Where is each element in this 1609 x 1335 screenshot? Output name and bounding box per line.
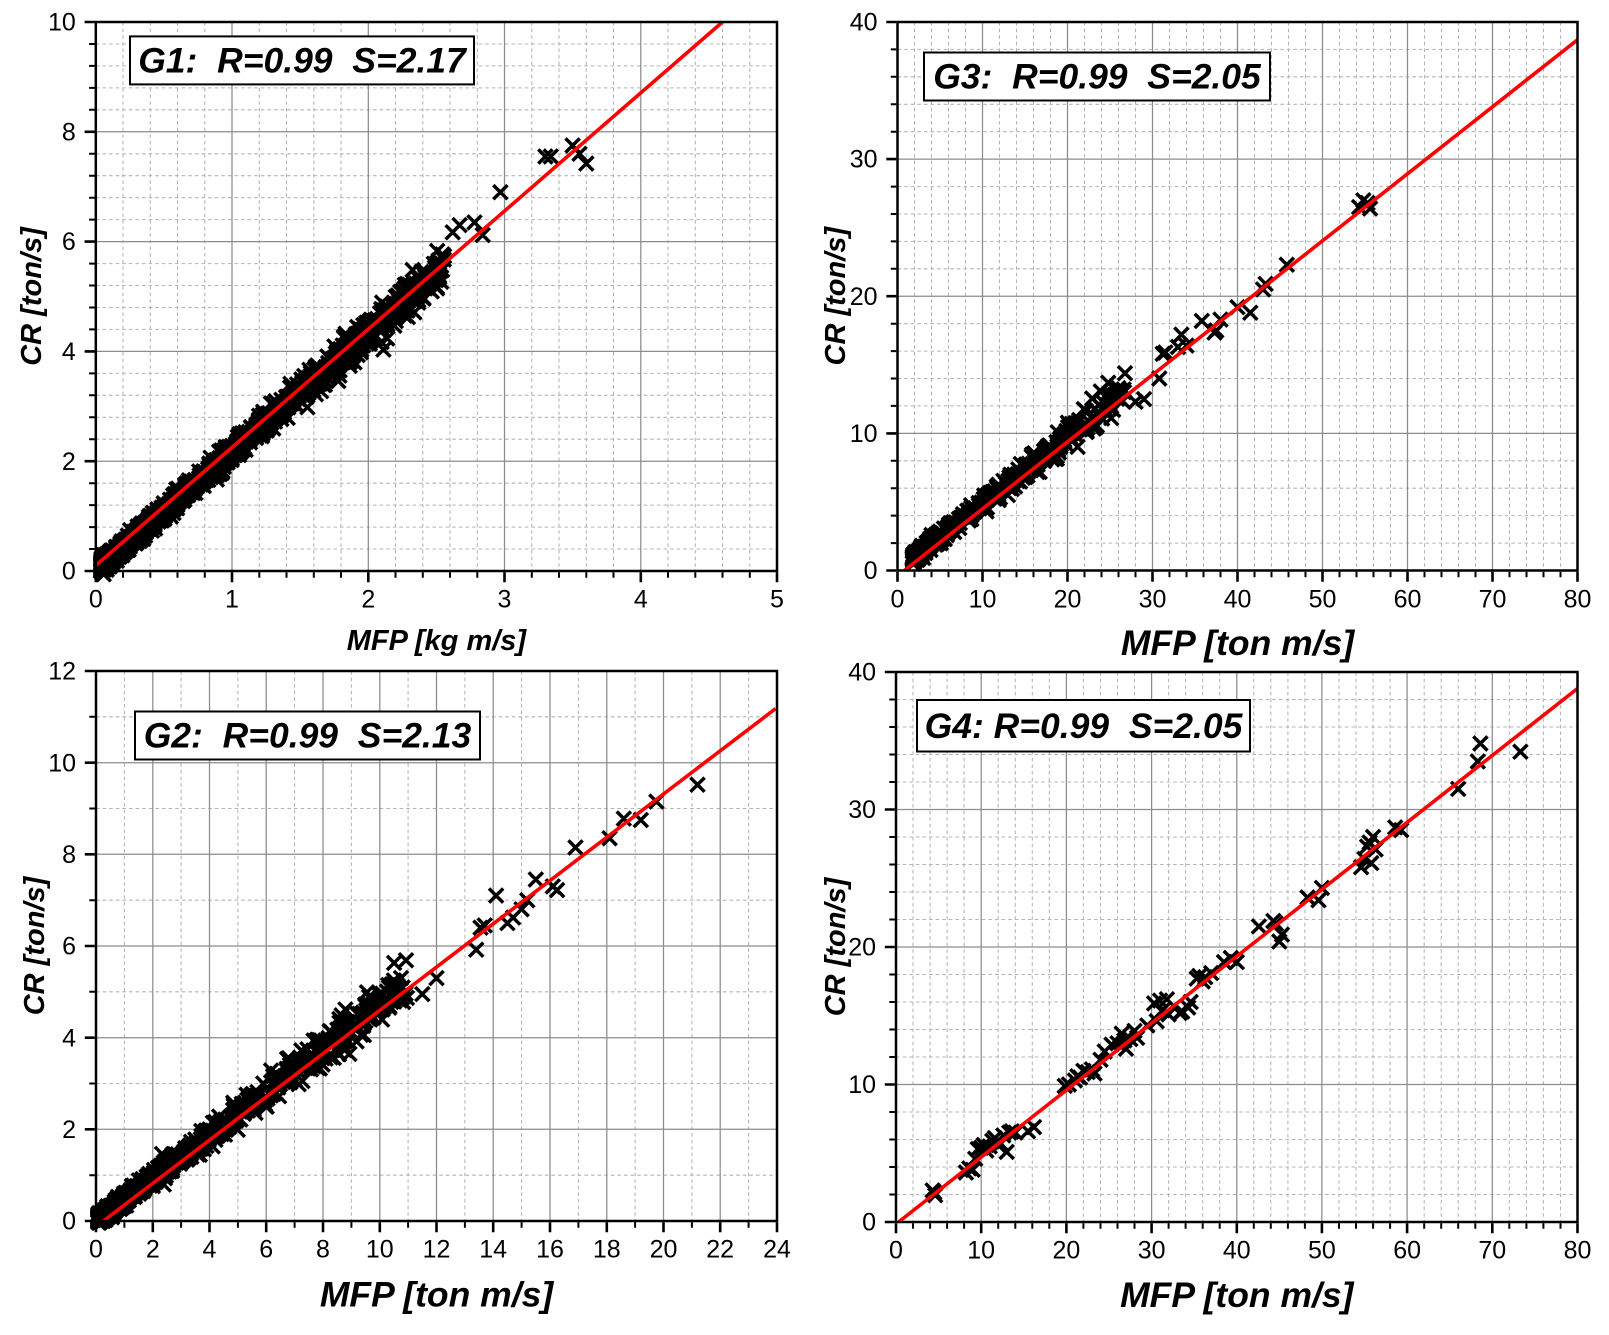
svg-text:MFP [ton m/s]: MFP [ton m/s] [320,1275,555,1315]
svg-text:2: 2 [361,586,375,614]
svg-text:6: 6 [62,933,76,961]
svg-text:CR [ton/s]: CR [ton/s] [19,875,51,1015]
svg-text:70: 70 [1478,1237,1506,1265]
svg-text:40: 40 [850,9,878,37]
svg-text:14: 14 [479,1236,507,1264]
svg-text:6: 6 [259,1236,273,1264]
svg-text:MFP [kg m/s]: MFP [kg m/s] [347,625,528,657]
svg-text:40: 40 [1224,586,1252,614]
svg-text:3: 3 [498,586,512,614]
svg-text:50: 50 [1309,586,1337,614]
svg-text:8: 8 [62,118,76,146]
svg-text:6: 6 [62,228,76,256]
svg-text:80: 80 [1564,1237,1592,1265]
svg-text:4: 4 [203,1236,217,1264]
svg-text:10: 10 [48,749,76,777]
svg-text:20: 20 [650,1236,678,1264]
svg-text:10: 10 [48,9,76,37]
svg-text:30: 30 [1138,1237,1166,1265]
svg-text:0: 0 [862,1209,876,1237]
svg-text:20: 20 [848,934,876,962]
svg-text:22: 22 [706,1236,734,1264]
svg-text:5: 5 [770,586,784,614]
svg-text:0: 0 [889,1237,903,1265]
svg-text:10: 10 [967,1237,995,1265]
svg-text:60: 60 [1393,1237,1421,1265]
svg-text:MFP [ton m/s]: MFP [ton m/s] [1121,623,1356,663]
svg-text:G3: R=0.99 S=2.05: G3: R=0.99 S=2.05 [933,57,1262,97]
svg-text:4: 4 [62,338,76,366]
svg-text:2: 2 [62,448,76,476]
svg-text:0: 0 [62,1208,76,1236]
svg-text:4: 4 [62,1024,76,1052]
svg-text:G1: R=0.99 S=2.17: G1: R=0.99 S=2.17 [138,41,468,81]
svg-text:16: 16 [536,1236,564,1264]
svg-text:4: 4 [634,586,648,614]
svg-text:10: 10 [848,1071,876,1099]
svg-text:12: 12 [423,1236,451,1264]
svg-text:20: 20 [1052,1237,1080,1265]
svg-text:30: 30 [850,146,878,174]
svg-text:CR [ton/s]: CR [ton/s] [820,876,852,1016]
svg-text:18: 18 [593,1236,621,1264]
svg-text:10: 10 [969,586,997,614]
svg-text:2: 2 [146,1236,160,1264]
svg-text:10: 10 [850,420,878,448]
svg-text:1: 1 [225,586,239,614]
svg-text:10: 10 [366,1236,394,1264]
svg-text:G4: R=0.99 S=2.05: G4: R=0.99 S=2.05 [925,706,1244,746]
svg-text:40: 40 [1223,1237,1251,1265]
svg-text:30: 30 [848,796,876,824]
svg-text:0: 0 [62,558,76,586]
svg-text:CR [ton/s]: CR [ton/s] [16,226,48,366]
svg-text:0: 0 [891,586,905,614]
svg-text:0: 0 [89,1236,103,1264]
svg-text:8: 8 [316,1236,330,1264]
svg-text:12: 12 [48,658,76,686]
svg-text:CR [ton/s]: CR [ton/s] [820,226,852,366]
svg-text:40: 40 [848,659,876,687]
svg-text:20: 20 [1054,586,1082,614]
svg-text:30: 30 [1139,586,1167,614]
svg-text:0: 0 [89,586,103,614]
svg-text:MFP [ton m/s]: MFP [ton m/s] [1120,1275,1355,1315]
svg-text:24: 24 [763,1236,791,1264]
svg-text:60: 60 [1394,586,1422,614]
svg-text:0: 0 [864,557,878,585]
svg-text:50: 50 [1308,1237,1336,1265]
svg-text:70: 70 [1479,586,1507,614]
svg-text:80: 80 [1564,586,1592,614]
svg-text:8: 8 [62,841,76,869]
svg-text:20: 20 [850,283,878,311]
svg-text:G2: R=0.99 S=2.13: G2: R=0.99 S=2.13 [144,716,472,756]
svg-text:2: 2 [62,1116,76,1144]
